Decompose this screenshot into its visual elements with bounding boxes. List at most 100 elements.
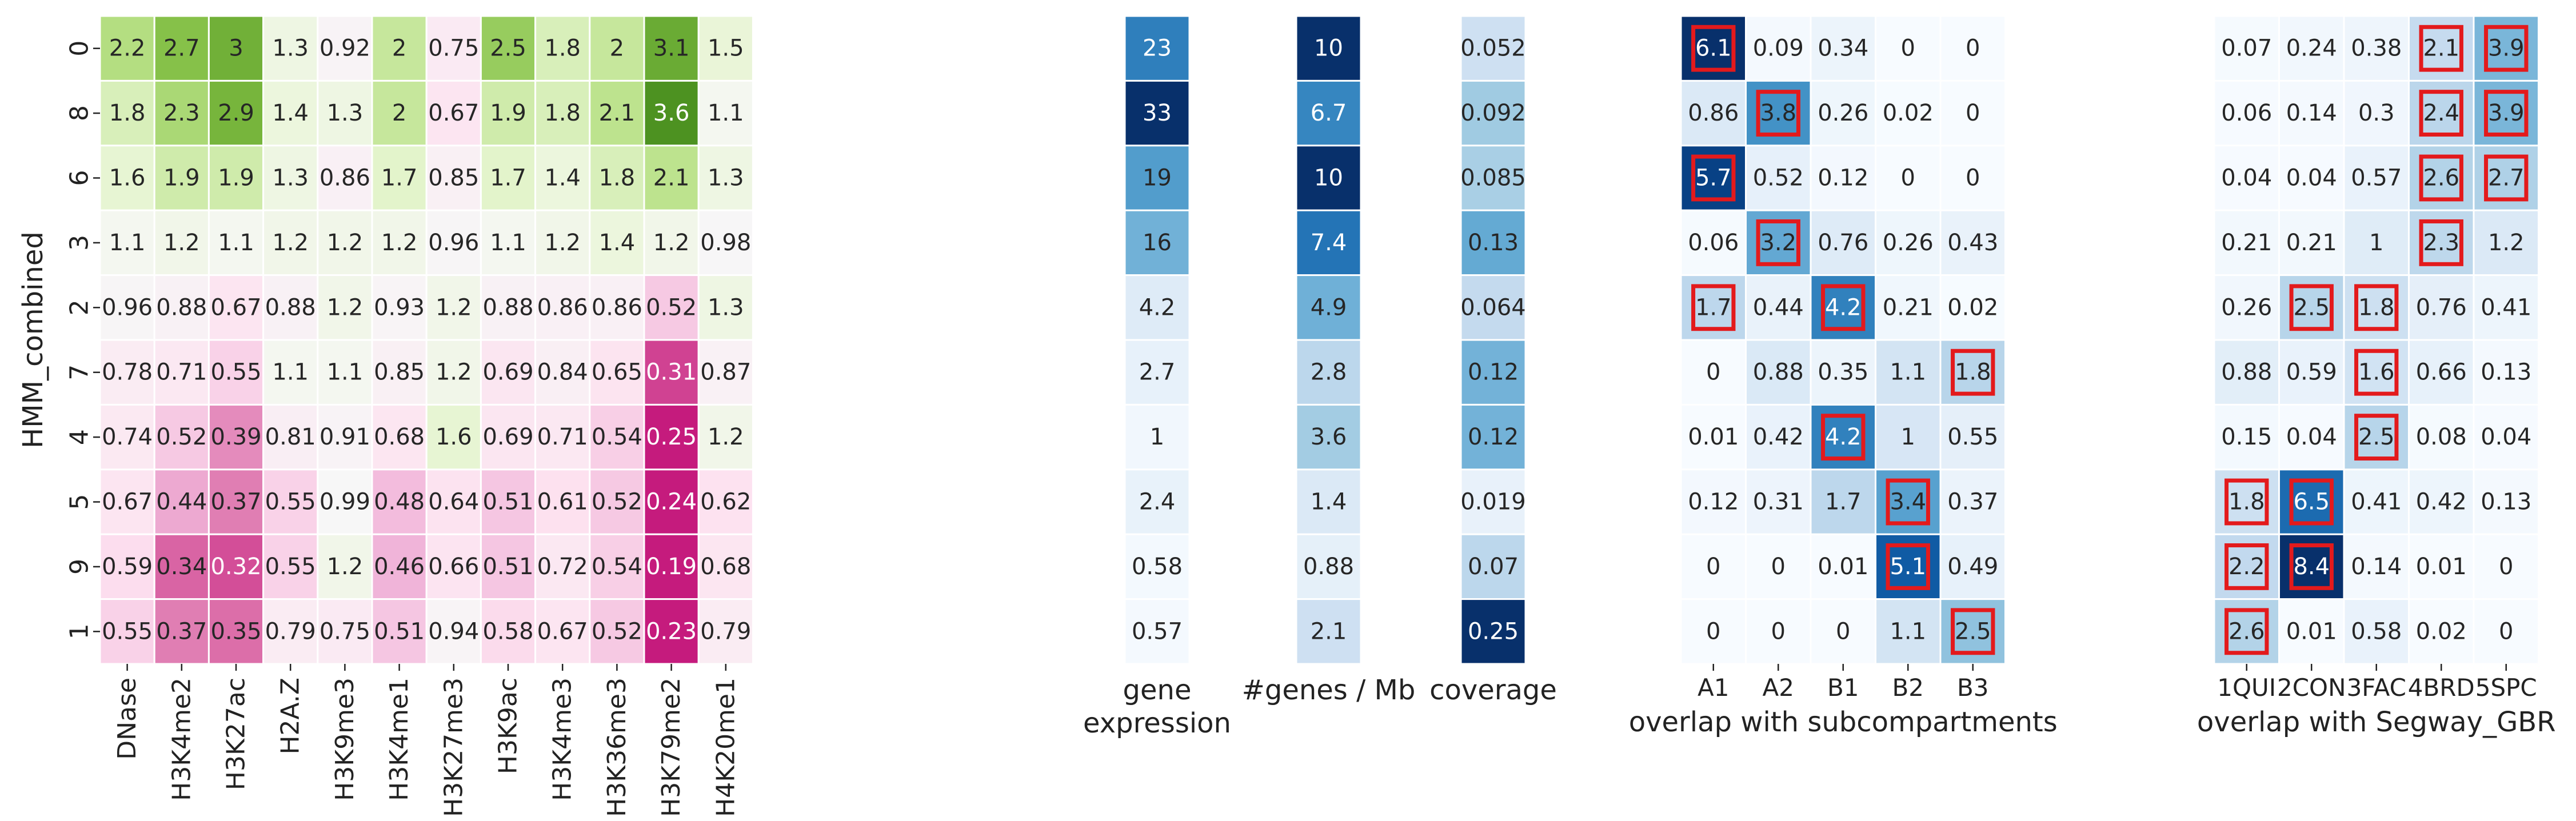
subcompartments-cell (1810, 339, 1876, 406)
gene-expression-cell (1124, 209, 1191, 277)
subcompartments-highlight-box (1821, 284, 1866, 331)
histone-cell (99, 468, 155, 535)
histone-cell (371, 339, 428, 406)
histone-cell-value: 0.52 (646, 294, 697, 321)
genes-per-mb-cell-value: 2.1 (1311, 618, 1347, 644)
segway-cell-value: 2.7 (2488, 165, 2525, 191)
gene-expression-cell (1124, 274, 1191, 341)
coverage-cell-value: 0.052 (1460, 35, 1526, 62)
genes-per-mb-cell-value: 1.4 (1311, 489, 1347, 515)
histone-y-tick-label: 0 (65, 41, 94, 57)
histone-cell-value: 2.5 (490, 35, 526, 62)
segway-cell (2213, 403, 2280, 471)
coverage-heatmap: 0.052 0.092 0.085 0.13 0.064 0.12 0.12 0.019 0.0… (1460, 15, 1527, 665)
segway-highlight-box (2419, 25, 2463, 72)
histone-cell-value: 2.7 (163, 35, 200, 62)
gene-expression-cell-value: 23 (1143, 35, 1172, 62)
histone-cell-value: 1.9 (218, 165, 254, 191)
histone-cell-value: 1.2 (327, 294, 364, 321)
segway-cell-value: 0.13 (2481, 489, 2531, 515)
subcompartments-highlight-box (1886, 478, 1930, 526)
histone-heatmap: 2.2 2.7 3 1.3 0.92 2 0.75 2.5 1.8 2 3.1 1.5 1.8 2.3 2.… (99, 15, 754, 817)
subcompartments-highlight-box (1886, 543, 1930, 590)
segway-cell-value: 6.5 (2293, 489, 2330, 515)
segway-cell-value: 0.26 (2221, 294, 2272, 321)
histone-cell (371, 209, 428, 277)
coverage-cell-value: 0.25 (1468, 618, 1519, 644)
subcompartments-cell-value: 0 (1706, 618, 1720, 644)
histone-cell (99, 403, 155, 471)
segway-highlight-box (2484, 90, 2529, 137)
histone-x-tick-label: DNase (113, 678, 142, 760)
histone-cell-value: 0.69 (482, 424, 533, 450)
histone-cell-value: 0.51 (482, 554, 533, 580)
histone-cell-value: 1.5 (708, 35, 744, 62)
subcompartments-highlight-box (1951, 608, 1995, 655)
segway-cell-value: 0.06 (2221, 100, 2272, 126)
histone-cell-value: 1.1 (708, 100, 744, 126)
histone-cell-value: 0.61 (537, 489, 588, 515)
histone-cell (207, 533, 265, 600)
subcompartments-cell-value: 0.88 (1753, 359, 1804, 386)
segway-cell (2408, 274, 2475, 341)
histone-x-tick-label: H3K79me2 (657, 678, 686, 817)
segway-cell (2408, 403, 2475, 471)
histone-cell-value: 0.66 (428, 554, 479, 580)
histone-cell-value: 1.1 (272, 359, 309, 386)
histone-cell-value: 1.9 (490, 100, 526, 126)
subcompartments-x-tick-label: B3 (1957, 674, 1989, 702)
segway-highlight-box (2224, 543, 2269, 590)
histone-y-tick-label: 9 (65, 559, 94, 575)
histone-cell-value: 0.23 (646, 618, 697, 644)
coverage-cell (1460, 533, 1527, 600)
subcompartments-cell-value: 0 (1966, 165, 1980, 191)
histone-cell-value: 0.65 (592, 359, 642, 386)
histone-cell-value: 0.69 (482, 359, 533, 386)
histone-cell-value: 0.44 (156, 489, 207, 515)
histone-cell-value: 0.62 (700, 489, 751, 515)
subcompartments-heatmap: 6.1 0.09 0.34 0 0 0.86 3.8 0.26 0.02 0 5.7 0.52 0.12… (1680, 15, 2006, 702)
histone-cell (643, 598, 700, 665)
segway-cell-value: 0.57 (2351, 165, 2402, 191)
histone-cell-value: 1.1 (327, 359, 364, 386)
histone-cell-value: 1.7 (381, 165, 418, 191)
histone-cell-value: 0.86 (319, 165, 370, 191)
histone-cell (425, 339, 482, 406)
subcompartments-cell (1939, 468, 2006, 535)
genes-per-mb-cell-value: 4.9 (1311, 294, 1347, 321)
subcompartments-cell-value: 1.1 (1890, 618, 1926, 644)
segway-highlight-box (2484, 154, 2529, 202)
segway-cell-value: 0.88 (2221, 359, 2272, 386)
subcompartments-cell-value: 1.1 (1890, 359, 1926, 386)
histone-cell-value: 0.87 (700, 359, 751, 386)
subcompartments-cell-value: 5.7 (1695, 165, 1732, 191)
histone-cell-value: 3.1 (653, 35, 690, 62)
histone-cell (534, 339, 591, 406)
histone-cell (153, 598, 210, 665)
histone-cell (425, 468, 482, 535)
segway-cell-value: 2.1 (2423, 35, 2459, 62)
histone-cell (480, 533, 537, 600)
segway-cell-value: 8.4 (2293, 554, 2330, 580)
histone-cell-value: 0.35 (210, 618, 261, 644)
histone-y-tick-label: 2 (65, 299, 94, 315)
segway-heatmap: 0.07 0.24 0.38 2.1 3.9 0.06 0.14 0.3 2.4 3.9 0.04 0… (2213, 15, 2539, 702)
histone-cell-value: 0.55 (102, 618, 153, 644)
histone-cell-value: 2.3 (163, 100, 200, 126)
gene-expression-cell-value: 4.2 (1139, 294, 1176, 321)
segway-cell-value: 3.9 (2488, 100, 2525, 126)
histone-cell (371, 274, 428, 341)
segway-highlight-box (2224, 478, 2269, 526)
histone-x-tick-label: H2A.Z (276, 678, 305, 755)
segway-cell-value: 0.14 (2286, 100, 2337, 126)
gene-expression-cell-value: 0.57 (1132, 618, 1183, 644)
subcompartments-cell (1939, 533, 2006, 600)
histone-cell-value: 0.81 (265, 424, 316, 450)
subcompartments-cell-value: 0 (1966, 35, 1980, 62)
segway-x-tick-label: 3FAC (2347, 674, 2406, 702)
segway-cell-value: 0.04 (2481, 424, 2531, 450)
histone-cell (425, 598, 482, 665)
subcompartments-cell (1745, 145, 1812, 211)
gene-expression-cell (1124, 79, 1191, 147)
histone-cell (371, 79, 428, 147)
